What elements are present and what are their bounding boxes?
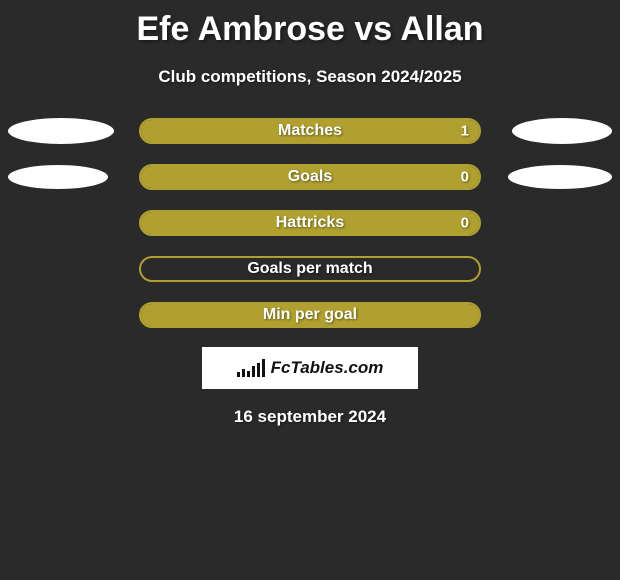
- bar-fill-right: [141, 166, 479, 188]
- stat-bar: Goals0: [139, 164, 481, 190]
- bar-fill-right: [141, 120, 479, 142]
- stat-row: Matches1: [0, 117, 620, 145]
- stat-bar: Matches1: [139, 118, 481, 144]
- footer-date: 16 september 2024: [0, 407, 620, 427]
- bars-icon: [237, 359, 265, 377]
- stat-row: Goals per match: [0, 255, 620, 283]
- bar-fill-right: [141, 212, 479, 234]
- bar-fill-right: [141, 304, 479, 326]
- right-ellipse: [512, 118, 612, 144]
- stat-row: Goals0: [0, 163, 620, 191]
- stat-value-right: 0: [461, 215, 469, 232]
- brand-text: FcTables.com: [271, 358, 384, 378]
- stat-value-right: 1: [461, 123, 469, 140]
- brand-logo: FcTables.com: [202, 347, 418, 389]
- stat-label: Goals per match: [141, 260, 479, 278]
- stat-bar: Min per goal: [139, 302, 481, 328]
- left-ellipse: [8, 118, 114, 144]
- stat-row: Hattricks0: [0, 209, 620, 237]
- stat-bar: Goals per match: [139, 256, 481, 282]
- right-ellipse: [508, 165, 612, 189]
- stats-rows: Matches1 Goals0 Hattricks0 Goals per match M…: [0, 117, 620, 329]
- page-title: Efe Ambrose vs Allan: [0, 0, 620, 49]
- stat-bar: Hattricks0: [139, 210, 481, 236]
- stat-value-right: 0: [461, 169, 469, 186]
- left-ellipse: [8, 165, 108, 189]
- stat-row: Min per goal: [0, 301, 620, 329]
- subtitle: Club competitions, Season 2024/2025: [0, 67, 620, 87]
